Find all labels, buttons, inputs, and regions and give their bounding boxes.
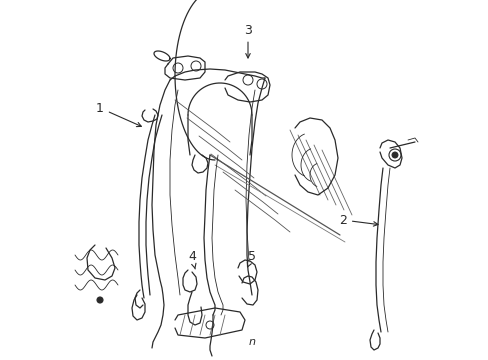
Text: 5: 5 <box>247 251 256 267</box>
Text: 2: 2 <box>338 213 377 226</box>
Text: n: n <box>248 337 255 347</box>
Circle shape <box>97 297 103 303</box>
Text: 3: 3 <box>244 23 251 58</box>
Text: 4: 4 <box>188 251 196 269</box>
Circle shape <box>391 152 397 158</box>
Text: 1: 1 <box>96 102 141 127</box>
